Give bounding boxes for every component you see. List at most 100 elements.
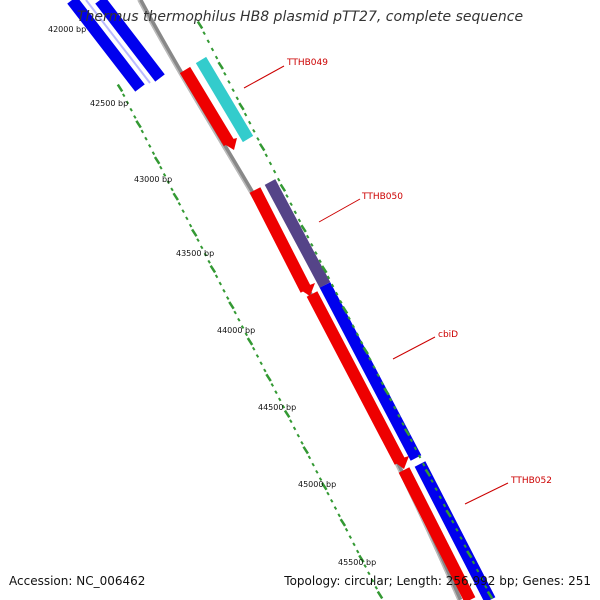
tick-mark xyxy=(434,487,438,492)
tick-mark xyxy=(351,324,356,329)
tick-mark xyxy=(424,468,432,477)
tick-mark xyxy=(285,194,289,198)
tick-label: 45000 bp xyxy=(298,480,336,489)
cds-separator xyxy=(85,0,151,84)
tick-mark xyxy=(247,120,252,125)
tick-mark xyxy=(218,281,223,286)
tick-mark xyxy=(203,252,208,257)
tick-mark xyxy=(265,373,272,382)
tick-mark xyxy=(172,192,179,201)
tick-mark xyxy=(207,259,211,264)
tick-mark xyxy=(330,283,335,288)
tick-mark xyxy=(455,527,459,532)
tick-mark xyxy=(300,224,307,233)
tick-mark xyxy=(243,112,248,117)
tick-mark xyxy=(222,288,226,293)
tick-mark xyxy=(268,161,273,166)
tick-mark xyxy=(135,120,142,129)
gene-label: cbiD xyxy=(438,330,458,340)
tick-mark xyxy=(289,419,293,424)
tick-mark xyxy=(116,83,124,93)
tick-mark xyxy=(463,544,467,549)
tick-mark xyxy=(125,100,130,105)
tick-mark xyxy=(339,299,343,304)
tick-mark xyxy=(329,498,334,503)
tick-mark xyxy=(314,251,318,255)
gene-labels: TTHB049 TTHB050 cbiD TTHB052 xyxy=(243,58,552,505)
forward-cds-arrow xyxy=(179,66,235,147)
tick-mark xyxy=(276,177,281,182)
reverse-cds-segment xyxy=(67,0,145,92)
accession-text: Accession: NC_006462 xyxy=(9,574,146,588)
tick-mark xyxy=(305,234,310,239)
tick-mark xyxy=(445,509,452,518)
tick-mark xyxy=(237,317,241,322)
forward-cds-arrowhead xyxy=(299,283,315,296)
tick-mark xyxy=(231,88,235,93)
tick-mark xyxy=(459,536,463,540)
tick-mark xyxy=(281,404,286,409)
tick-mark xyxy=(202,31,206,36)
tick-mark xyxy=(296,433,301,438)
tick-mark xyxy=(409,438,414,443)
tick-mark xyxy=(283,409,291,419)
reverse-cds-segment xyxy=(95,0,165,82)
tick-mark xyxy=(475,568,480,573)
tick-mark xyxy=(181,209,185,214)
tick-mark xyxy=(397,413,401,418)
tick-labels: 42000 bp 42500 bp 43000 bp 43500 bp 44000 bp… xyxy=(48,25,376,567)
tick-mark xyxy=(421,462,426,467)
tick-mark xyxy=(321,265,328,274)
tick-mark xyxy=(337,513,341,518)
tick-mark xyxy=(235,96,240,101)
gene-leader-line xyxy=(243,65,285,89)
tick-mark xyxy=(479,576,484,581)
gene-leader-line xyxy=(318,198,361,223)
tick-mark xyxy=(225,296,230,300)
tick-mark xyxy=(297,218,302,223)
tick-mark xyxy=(293,210,298,215)
tick-mark xyxy=(199,245,204,250)
tick-mark xyxy=(196,20,204,30)
tick-mark xyxy=(258,143,266,152)
tick-mark xyxy=(255,354,260,358)
gene-label: TTHB049 xyxy=(286,58,328,68)
tick-mark xyxy=(206,39,211,44)
tick-mark xyxy=(376,590,384,600)
tick-mark xyxy=(367,571,371,576)
tick-mark xyxy=(227,80,231,84)
tick-mark xyxy=(217,61,224,70)
tick-mark xyxy=(279,183,287,192)
tick-mark xyxy=(417,454,422,459)
tick-mark xyxy=(334,291,339,296)
tick-mark xyxy=(121,93,126,98)
tick-mark xyxy=(450,519,455,524)
tick-label: 45500 bp xyxy=(338,558,376,567)
tick-mark xyxy=(471,560,476,565)
tick-mark xyxy=(259,361,263,366)
tick-mark xyxy=(162,173,167,177)
tick-mark xyxy=(339,518,347,527)
tick-mark xyxy=(166,180,171,185)
tick-mark xyxy=(307,455,312,460)
cds-separator xyxy=(411,466,481,600)
tick-mark xyxy=(263,368,267,373)
tick-mark xyxy=(228,301,235,310)
tick-mark xyxy=(159,165,163,170)
tick-mark xyxy=(147,144,152,148)
tick-mark xyxy=(129,107,133,112)
forward-cds-arrow xyxy=(306,291,406,465)
tick-mark xyxy=(341,305,349,315)
reverse-cds-segment-highlight xyxy=(195,56,254,143)
tick-mark xyxy=(318,477,323,482)
genome-backbone-highlight xyxy=(137,0,459,600)
gene-label: TTHB052 xyxy=(510,476,552,486)
tick-mark xyxy=(191,228,198,237)
tick-mark xyxy=(368,356,372,361)
forward-cds-arrowhead xyxy=(393,456,409,469)
tick-mark xyxy=(484,584,488,589)
tick-mark xyxy=(210,47,215,52)
tick-mark xyxy=(144,136,148,141)
forward-cds-arrowhead xyxy=(221,138,237,150)
tick-marks xyxy=(116,20,494,600)
